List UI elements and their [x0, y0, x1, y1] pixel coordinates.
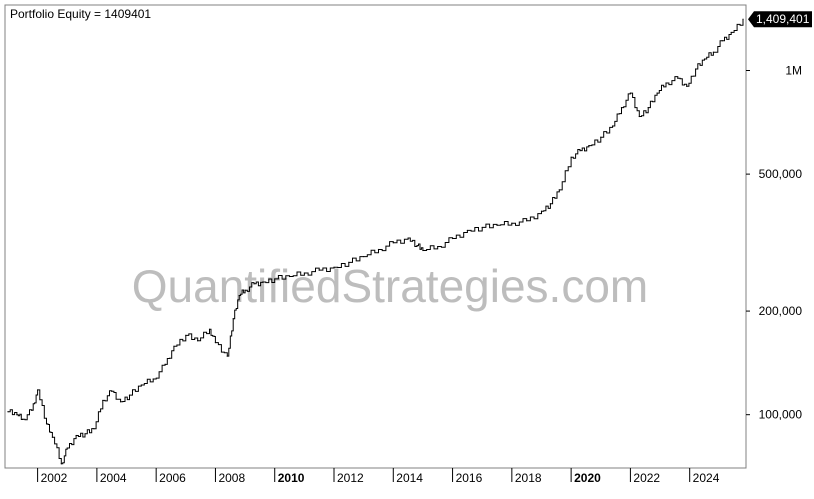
equity-data-point: [31, 409, 33, 411]
y-tick-label: 1M: [785, 64, 802, 78]
equity-data-point: [549, 203, 551, 205]
equity-data-point: [647, 107, 649, 109]
equity-data-point: [665, 82, 667, 84]
x-axis: 2002 2004 2006 2008 2010 2012 2014 2016 2018 2020…: [37, 468, 720, 485]
last-value-label: 1,409,401: [756, 12, 810, 26]
y-tick-label: 500,000: [759, 167, 803, 181]
x-tick-label: 2016: [456, 471, 483, 485]
equity-data-point: [730, 31, 732, 34]
equity-data-point: [620, 107, 623, 109]
equity-data-point: [7, 411, 9, 413]
plot-frame: [4, 4, 747, 469]
equity-data-point: [540, 210, 543, 212]
x-tick-label: 2020: [574, 471, 601, 485]
equity-data-point: [208, 328, 211, 330]
equity-data-point: [466, 229, 468, 232]
equity-data-point: [66, 447, 68, 449]
x-tick-label: 2014: [396, 471, 423, 485]
equity-data-point: [164, 363, 166, 365]
series-layer: [7, 18, 744, 465]
watermark: QuantifiedStrategies.com: [132, 260, 649, 312]
equity-data-point: [274, 278, 276, 280]
x-tick-label: 2002: [41, 471, 68, 485]
equity-data-point: [214, 341, 217, 344]
equity-data-point: [51, 436, 54, 438]
equity-data-point: [712, 51, 714, 53]
equity-data-point: [377, 248, 380, 251]
equity-data-point: [600, 136, 602, 138]
equity-data-point: [173, 345, 175, 347]
equity-data-point: [152, 378, 154, 380]
equity-data-point: [416, 244, 418, 247]
equity-data-point: [303, 272, 305, 274]
equity-data-point: [318, 269, 320, 271]
equity-data-point: [45, 423, 48, 425]
x-tick-label: 2004: [100, 471, 127, 485]
equity-data-point: [638, 115, 640, 118]
equity-data-point: [262, 281, 264, 283]
y-axis: 100,000 200,000 500,000 1M: [746, 64, 802, 422]
equity-data-point: [348, 261, 350, 263]
equity-data-point: [695, 68, 697, 70]
equity-data-point: [742, 18, 744, 20]
equity-data-point: [253, 283, 255, 285]
equity-data-point: [22, 418, 24, 420]
equity-data-point: [128, 394, 131, 396]
equity-data-point: [60, 463, 62, 465]
x-tick-label: 2006: [159, 471, 186, 485]
equity-data-point: [333, 266, 335, 268]
equity-data-point: [232, 318, 234, 320]
equity-data-point: [226, 355, 228, 357]
equity-data-point: [686, 85, 688, 87]
equity-data-point: [579, 150, 581, 152]
equity-data-point: [558, 189, 560, 191]
x-tick-label: 2012: [337, 471, 364, 485]
chart-title: Portfolio Equity = 1409401: [10, 7, 151, 21]
equity-data-point: [703, 58, 706, 60]
equity-data-point: [481, 226, 483, 229]
equity-data-point: [238, 294, 240, 297]
x-tick-label: 2010: [278, 471, 305, 485]
equity-data-point: [75, 434, 77, 437]
equity-data-point: [185, 334, 187, 336]
equity-data-point: [288, 275, 291, 278]
equity-data-point: [140, 384, 142, 386]
equity-series-line: [8, 19, 744, 465]
equity-data-point: [84, 433, 86, 435]
equity-data-point: [37, 389, 39, 391]
equity-data-point: [363, 255, 365, 258]
equity-data-point: [629, 92, 632, 94]
equity-data-point: [244, 289, 246, 291]
x-tick-label: 2024: [693, 471, 720, 485]
equity-data-point: [451, 237, 454, 240]
y-tick-label: 100,000: [759, 408, 803, 422]
equity-data-point: [721, 40, 723, 42]
equity-data-point: [102, 399, 104, 402]
equity-data-point: [570, 156, 572, 158]
last-value-badge: 1,409,401: [748, 11, 812, 28]
equity-data-point: [612, 125, 614, 127]
equity-data-point: [437, 245, 439, 248]
equity-data-point: [511, 222, 513, 224]
equity-data-point: [677, 77, 679, 79]
equity-data-point: [392, 242, 394, 244]
y-tick-label: 200,000: [759, 304, 803, 318]
equity-data-point: [656, 92, 658, 94]
equity-data-point: [588, 145, 590, 147]
x-tick-label: 2022: [633, 471, 660, 485]
equity-data-point: [111, 390, 113, 392]
equity-data-point: [93, 428, 95, 430]
equity-data-point: [16, 414, 18, 416]
equity-data-point: [422, 249, 424, 252]
equity-data-point: [119, 401, 122, 403]
x-tick-label: 2008: [218, 471, 245, 485]
equity-data-point: [197, 340, 199, 342]
x-tick-label: 2018: [515, 471, 542, 485]
equity-data-point: [496, 224, 498, 226]
equity-data-point: [407, 237, 409, 239]
equity-data-point: [526, 220, 528, 222]
last-value-badge-shape: [748, 11, 812, 28]
